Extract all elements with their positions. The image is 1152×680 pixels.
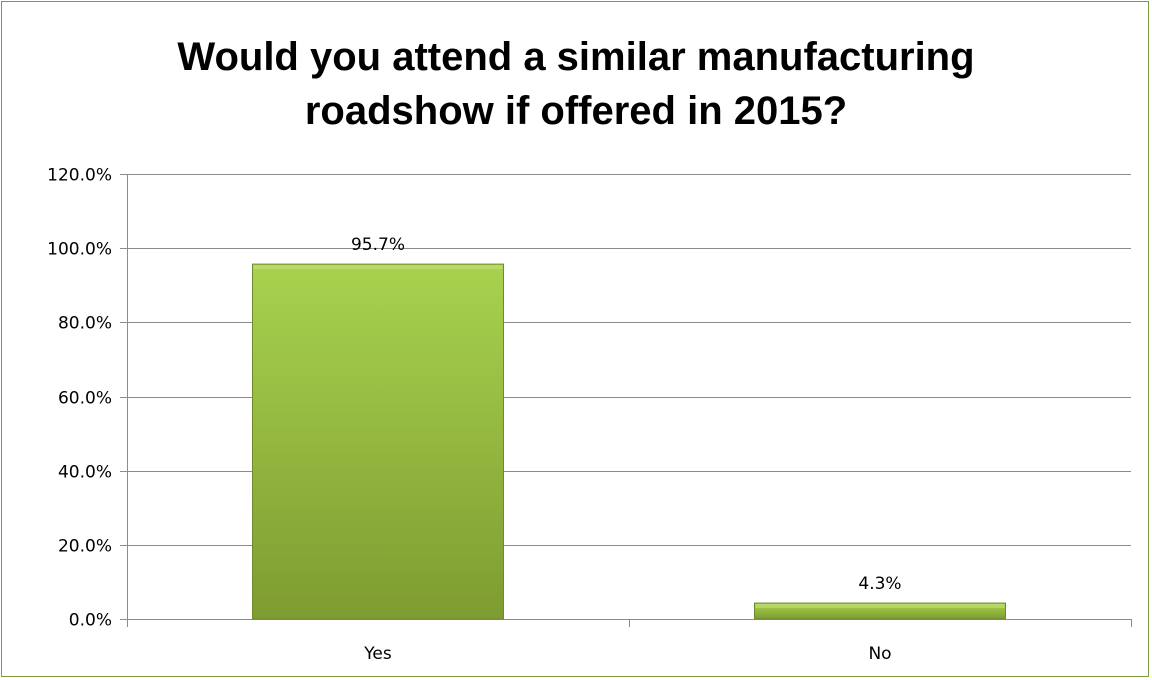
y-tick-label: 100.0% (47, 240, 112, 260)
chart-title-line-1: Would you attend a similar manufacturing (177, 35, 975, 79)
chart-title-line-2: roadshow if offered in 2015? (304, 89, 848, 133)
y-tick-label: 120.0% (47, 166, 112, 186)
data-label-no: 4.3% (858, 574, 901, 594)
x-tick-label-no: No (868, 644, 891, 664)
data-label-yes: 95.7% (351, 235, 405, 255)
y-tick-label: 0.0% (69, 611, 112, 631)
y-tick-label: 20.0% (58, 537, 112, 557)
y-tick-label: 40.0% (58, 463, 112, 483)
chart-title: Would you attend a similar manufacturing… (0, 30, 1152, 138)
y-tick-label: 80.0% (58, 314, 112, 334)
x-tick-label-yes: Yes (363, 644, 392, 664)
labels: 0.0% 20.0% 40.0% 60.0% 80.0% 100.0% 120.0% 95.7… (47, 166, 901, 665)
bars (252, 263, 1006, 620)
y-tick-label: 60.0% (58, 389, 112, 409)
bar-highlight (253, 265, 503, 270)
bar-yes (252, 263, 504, 620)
bar-highlight (755, 604, 1005, 609)
